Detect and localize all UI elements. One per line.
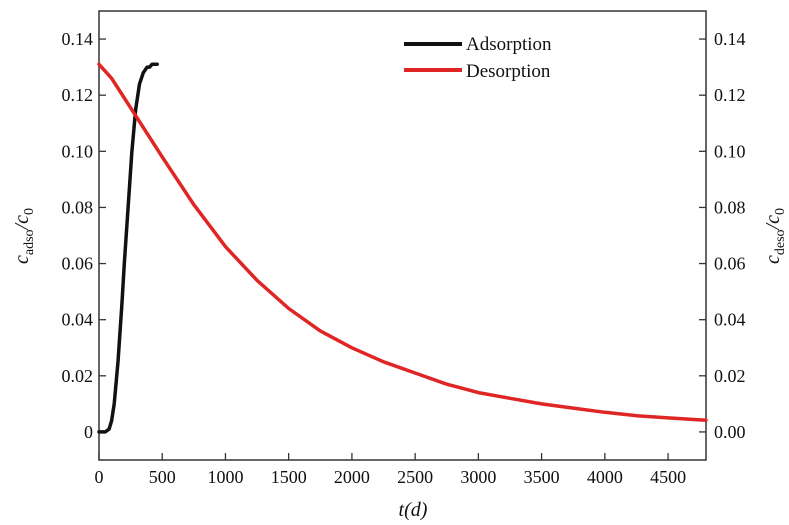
- x-tick-label: 0: [95, 467, 104, 487]
- y-left-tick-label: 0.12: [62, 85, 94, 105]
- series-lines: [97, 62, 708, 434]
- y-left-tick-label: 0.08: [62, 197, 94, 217]
- x-tick-label: 1000: [207, 467, 243, 487]
- x-tick-label: 3500: [524, 467, 560, 487]
- y-right-tick-label: 0.06: [714, 254, 746, 274]
- y-right-axis-title: cdeso/c0: [762, 208, 788, 264]
- y-left-tick-label: 0.06: [62, 254, 94, 274]
- x-tick-label: 4000: [587, 467, 623, 487]
- y-left-tick-label: 0.10: [62, 141, 94, 161]
- y-right-tick-label: 0.00: [714, 422, 746, 442]
- plot-frame: [98, 10, 707, 461]
- y-right-tick-label: 0.14: [714, 29, 746, 49]
- y-left-tick-label: 0.14: [62, 29, 94, 49]
- x-tick-label: 2000: [334, 467, 370, 487]
- y-right-tick-label: 0.04: [714, 310, 746, 330]
- series-line-adsorption: [97, 62, 159, 434]
- y-axis-ticks: 0 0.00 0.02 0.02 0.04 0.04 0.06 0.06 0.08 0.08 0.1…: [62, 29, 746, 442]
- y-right-tick-label: 0.12: [714, 85, 746, 105]
- y-left-tick-label: 0: [84, 422, 93, 442]
- legend: Adsorption Desorption: [404, 34, 552, 82]
- y-left-axis-title: cadso/c0: [11, 208, 37, 264]
- legend-label-desorption: Desorption: [466, 61, 551, 82]
- x-axis-ticks: 0 500 1000 1500 2000 2500 3000 3500 4000 4500: [95, 453, 686, 487]
- x-tick-label: 4500: [650, 467, 686, 487]
- y-right-tick-label: 0.08: [714, 197, 746, 217]
- x-tick-label: 3000: [460, 467, 496, 487]
- y-left-tick-label: 0.04: [62, 310, 94, 330]
- x-tick-label: 1500: [271, 467, 307, 487]
- x-axis-title: t(d): [399, 499, 428, 521]
- y-left-tick-label: 0.02: [62, 366, 94, 386]
- legend-label-adsorption: Adsorption: [466, 34, 552, 55]
- y-right-tick-label: 0.02: [714, 366, 746, 386]
- series-line-desorption: [97, 62, 708, 422]
- y-right-tick-label: 0.10: [714, 141, 746, 161]
- x-tick-label: 2500: [397, 467, 433, 487]
- x-tick-label: 500: [149, 467, 176, 487]
